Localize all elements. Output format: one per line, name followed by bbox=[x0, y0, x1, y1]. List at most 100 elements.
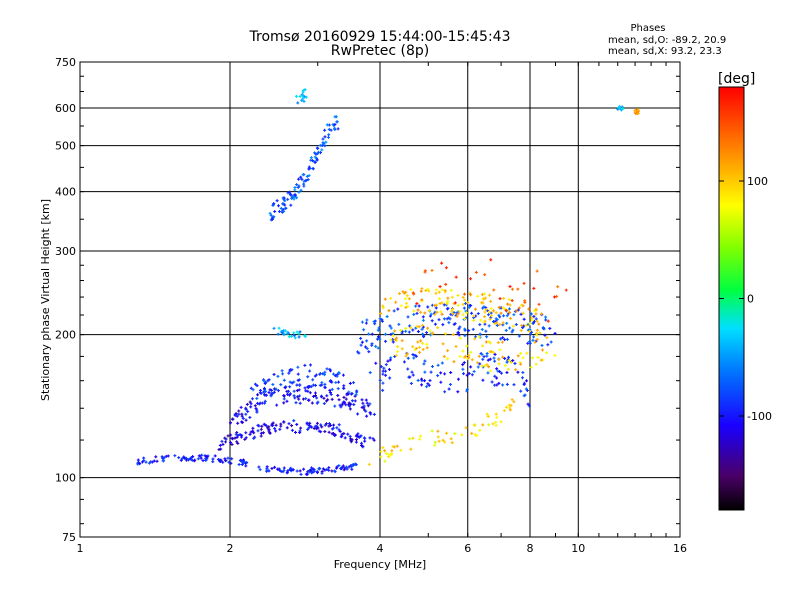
data-point bbox=[245, 402, 249, 406]
data-point bbox=[480, 352, 484, 356]
data-point bbox=[517, 334, 521, 338]
data-point bbox=[391, 445, 395, 449]
data-point bbox=[412, 312, 416, 316]
data-point bbox=[270, 217, 274, 221]
data-point bbox=[270, 466, 274, 470]
data-point bbox=[354, 438, 358, 442]
data-point bbox=[493, 322, 497, 326]
data-point bbox=[508, 303, 512, 307]
data-point bbox=[413, 348, 417, 352]
data-point bbox=[297, 335, 301, 339]
data-point bbox=[292, 380, 296, 384]
data-point bbox=[535, 328, 539, 332]
data-point bbox=[220, 439, 224, 443]
data-point bbox=[463, 334, 467, 338]
data-point bbox=[418, 350, 422, 354]
data-point bbox=[248, 400, 252, 404]
data-point bbox=[383, 449, 387, 453]
data-point bbox=[379, 450, 383, 454]
data-point bbox=[269, 213, 273, 217]
data-point bbox=[404, 329, 408, 333]
data-point bbox=[421, 348, 425, 352]
data-point bbox=[377, 326, 381, 330]
data-point bbox=[473, 337, 477, 341]
data-point bbox=[343, 466, 347, 470]
data-point bbox=[511, 358, 515, 362]
data-point bbox=[451, 312, 455, 316]
data-point bbox=[433, 440, 437, 444]
data-point bbox=[523, 300, 527, 304]
data-point bbox=[325, 123, 329, 127]
data-point bbox=[493, 352, 497, 356]
data-point bbox=[471, 327, 475, 331]
data-point bbox=[244, 418, 248, 422]
data-point bbox=[337, 371, 341, 375]
data-point bbox=[358, 435, 362, 439]
data-point bbox=[463, 292, 467, 296]
data-point bbox=[380, 319, 384, 323]
data-point bbox=[298, 94, 302, 98]
data-point bbox=[495, 376, 499, 380]
colorbar-tick-label: 0 bbox=[747, 293, 754, 306]
data-point bbox=[304, 179, 308, 183]
data-point bbox=[534, 312, 538, 316]
chart-subtitle: RwPretec (8p) bbox=[331, 43, 429, 59]
data-point bbox=[268, 211, 272, 215]
data-point bbox=[478, 323, 482, 327]
data-point bbox=[462, 361, 466, 365]
data-point bbox=[421, 325, 425, 329]
data-point bbox=[508, 408, 512, 412]
data-point bbox=[396, 307, 400, 311]
data-point bbox=[272, 215, 276, 219]
data-point bbox=[343, 436, 347, 440]
data-point bbox=[458, 309, 462, 313]
data-point bbox=[414, 304, 418, 308]
data-point bbox=[415, 302, 419, 306]
data-point bbox=[407, 330, 411, 334]
data-point bbox=[233, 413, 237, 417]
data-point bbox=[528, 340, 532, 344]
data-point bbox=[299, 188, 303, 192]
data-point bbox=[425, 346, 429, 350]
data-point bbox=[460, 433, 464, 437]
data-point bbox=[255, 396, 259, 400]
data-point bbox=[462, 306, 466, 310]
data-point bbox=[472, 369, 476, 373]
data-point bbox=[482, 292, 486, 296]
data-point bbox=[525, 351, 529, 355]
data-point bbox=[494, 311, 498, 315]
data-point bbox=[287, 371, 291, 375]
data-point bbox=[405, 352, 409, 356]
data-point bbox=[333, 115, 337, 119]
data-point bbox=[234, 432, 238, 436]
data-point bbox=[236, 433, 240, 437]
data-point bbox=[474, 270, 478, 274]
data-point bbox=[493, 359, 497, 363]
y-tick-label: 400 bbox=[55, 186, 76, 199]
data-point bbox=[545, 351, 549, 355]
data-point bbox=[486, 371, 490, 375]
data-point bbox=[295, 330, 299, 334]
data-point bbox=[152, 459, 156, 463]
data-point bbox=[431, 331, 435, 335]
data-point bbox=[286, 468, 290, 472]
y-tick-label: 200 bbox=[55, 329, 76, 342]
data-point bbox=[341, 373, 345, 377]
data-point bbox=[436, 363, 440, 367]
data-point bbox=[328, 391, 332, 395]
data-point bbox=[368, 371, 372, 375]
data-point bbox=[539, 358, 543, 362]
data-point bbox=[281, 201, 285, 205]
data-point bbox=[453, 432, 457, 436]
data-point bbox=[523, 393, 527, 397]
data-point bbox=[144, 460, 148, 464]
data-point bbox=[385, 315, 389, 319]
data-point bbox=[360, 398, 364, 402]
data-point bbox=[322, 402, 326, 406]
data-point bbox=[327, 135, 331, 139]
data-point bbox=[442, 355, 446, 359]
data-point bbox=[469, 293, 473, 297]
data-point bbox=[505, 314, 509, 318]
x-tick-label: 10 bbox=[571, 542, 585, 555]
data-point bbox=[420, 377, 424, 381]
